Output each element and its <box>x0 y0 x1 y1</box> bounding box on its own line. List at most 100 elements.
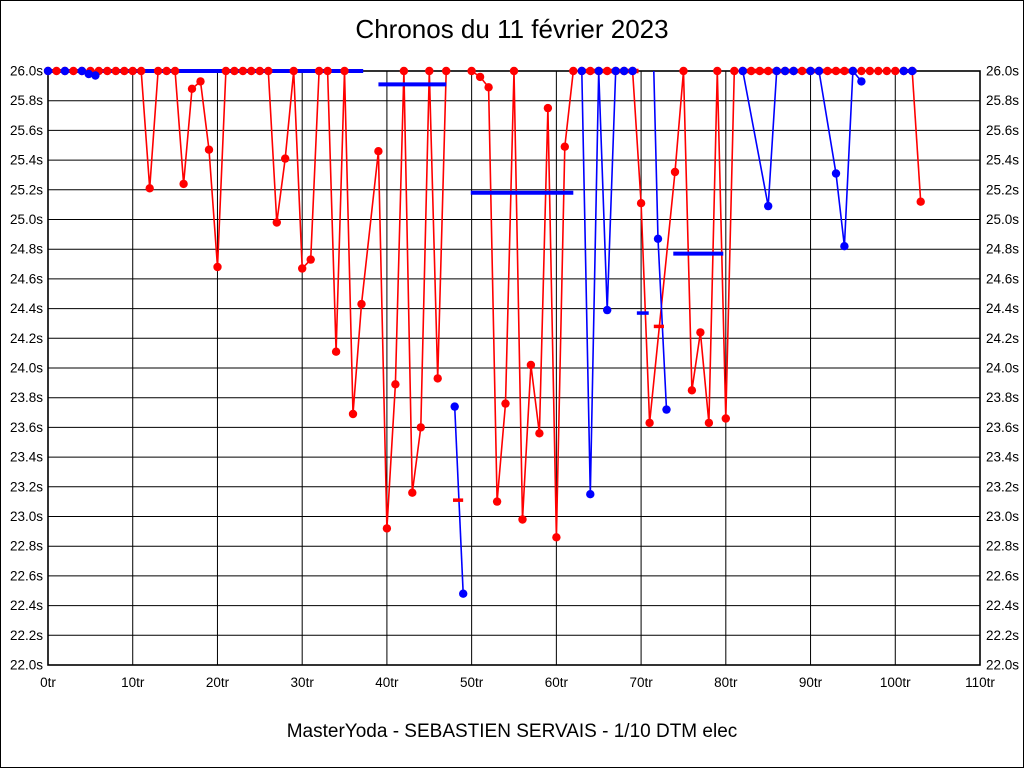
lap-times-red-point <box>69 66 78 76</box>
lap-times-red-point <box>128 66 137 76</box>
lap-times-red-point <box>103 66 112 76</box>
reference-blue-point <box>814 66 824 76</box>
lap-times-red-point <box>831 66 841 76</box>
y-tick-label-right: 22.6s <box>986 568 1019 583</box>
y-tick-label-left: 26.0s <box>10 64 43 79</box>
y-tick-label-right: 25.2s <box>986 182 1019 197</box>
x-tick-label: 100tr <box>880 675 911 690</box>
y-tick-label-right: 22.4s <box>986 598 1019 613</box>
lap-times-red-point <box>238 66 248 76</box>
reference-blue-point <box>91 71 100 80</box>
lap-times-red-point <box>501 399 510 408</box>
y-tick-label-right: 24.2s <box>986 331 1019 346</box>
y-tick-label-right: 26.0s <box>986 64 1019 79</box>
lap-times-red-point <box>687 386 697 395</box>
chart-footer: MasterYoda - SEBASTIEN SERVAIS - 1/10 DT… <box>286 721 738 742</box>
lap-times-red-point <box>891 66 900 76</box>
lap-times-red-point <box>264 66 273 76</box>
lap-times-red-point <box>526 360 536 370</box>
reference-blue-point <box>653 234 663 243</box>
lap-times-red-point <box>823 66 832 76</box>
lap-times-red-point <box>331 347 341 356</box>
reference-blue-point <box>459 589 468 598</box>
x-tick-label: 40tr <box>375 675 399 690</box>
reference-blue-point <box>628 66 637 76</box>
lap-times-red-point <box>569 66 578 76</box>
reference-blue-point <box>619 66 629 76</box>
lap-times-red-point <box>509 66 519 76</box>
lap-times-red-point <box>704 418 714 428</box>
reference-blue-point <box>857 77 866 86</box>
lap-times-red-point <box>696 328 705 337</box>
reference-blue-point <box>43 66 53 76</box>
lap-times-red-point <box>603 66 612 76</box>
y-tick-label-left: 22.4s <box>10 598 43 613</box>
y-tick-label-left: 23.0s <box>10 509 43 524</box>
y-tick-label-right: 22.8s <box>986 539 1019 554</box>
lap-times-red-point <box>382 524 392 533</box>
data-points <box>43 66 925 598</box>
y-tick-label-left: 24.8s <box>10 242 43 257</box>
lap-times-red-point <box>721 414 730 423</box>
y-tick-label-left: 23.6s <box>10 420 43 435</box>
lap-times-red-line <box>471 70 853 539</box>
lap-times-red-point <box>399 66 409 76</box>
grid-lines <box>47 70 981 666</box>
x-tick-label: 90tr <box>799 675 823 690</box>
x-tick-label: 70tr <box>629 675 653 690</box>
y-tick-label-left: 24.6s <box>10 271 43 286</box>
lap-times-red-point <box>552 533 561 542</box>
lap-times-red-point <box>255 66 264 76</box>
lap-times-red-point <box>416 423 425 432</box>
lap-times-red-point <box>764 66 773 76</box>
y-tick-label-left: 25.6s <box>10 123 43 138</box>
lap-times-red-point <box>162 66 171 76</box>
y-tick-label-left: 24.0s <box>10 361 43 376</box>
lap-times-red-point <box>272 218 281 227</box>
lap-times-red-point <box>425 66 434 76</box>
y-tick-label-left: 25.8s <box>10 93 43 108</box>
lap-times-red-point <box>111 66 121 76</box>
lap-times-red-point <box>730 66 739 76</box>
x-tick-label: 0tr <box>40 675 56 690</box>
y-tick-label-left: 22.2s <box>10 628 43 643</box>
lap-times-red-point <box>306 255 315 264</box>
y-tick-label-right: 23.0s <box>986 509 1019 524</box>
reference-blue-point <box>611 66 620 76</box>
y-tick-label-right: 25.8s <box>986 93 1019 108</box>
reference-blue-point <box>84 69 93 79</box>
axis-labels: 26.0s 26.0s 25.8s 25.8s 25.6s 25.6s 25.4s 25.4s… <box>10 64 1019 691</box>
reference-blue-point <box>60 66 70 76</box>
average-lines <box>378 82 724 256</box>
lap-times-red-point <box>535 429 544 438</box>
lap-times-red-point <box>475 72 485 82</box>
lap-times-red-point <box>323 66 332 76</box>
reference-blue-point <box>662 405 671 414</box>
lap-times-red-point <box>289 66 298 76</box>
lap-times-red-point <box>179 179 188 189</box>
reference-blue-point <box>899 66 908 76</box>
y-tick-label-left: 23.4s <box>10 450 43 465</box>
reference-blue-point <box>77 66 87 76</box>
reference-blue-point <box>806 66 815 76</box>
lap-times-red-point <box>713 66 722 76</box>
lap-times-red-point <box>137 66 146 76</box>
lap-times-red-point <box>543 103 553 113</box>
series-lines <box>48 68 922 594</box>
lap-times-red-point <box>467 66 476 76</box>
y-tick-label-right: 22.0s <box>986 658 1019 673</box>
y-tick-label-left: 24.2s <box>10 331 43 346</box>
y-tick-label-left: 25.2s <box>10 182 43 197</box>
lap-times-red-point <box>857 66 866 76</box>
lap-times-red-point <box>153 66 163 76</box>
lap-times-red-point <box>348 409 358 419</box>
chart-title: Chronos du 11 février 2023 <box>355 14 669 44</box>
lap-times-red-point <box>374 147 383 156</box>
lap-times-red-point <box>230 66 239 76</box>
reference-blue-point <box>789 66 798 76</box>
lap-times-red-point <box>865 66 875 76</box>
y-tick-label-left: 23.2s <box>10 479 43 494</box>
reference-blue-point <box>738 66 747 76</box>
dash-markers <box>452 311 664 502</box>
y-tick-label-right: 23.4s <box>986 450 1019 465</box>
